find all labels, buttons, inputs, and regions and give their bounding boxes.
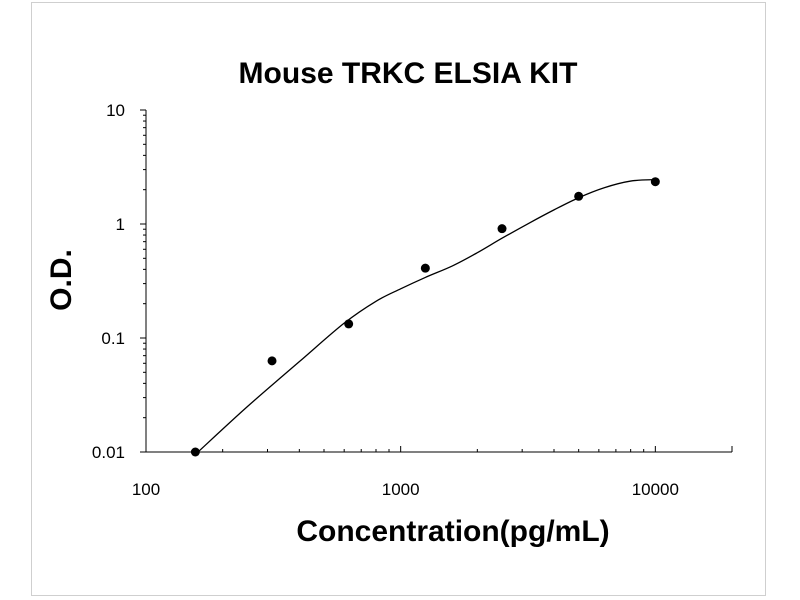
data-point xyxy=(344,319,354,329)
x-axis-title: Concentration(pg/mL) xyxy=(296,515,609,548)
y-tick-label: 10 xyxy=(106,101,125,120)
y-tick-label: 0.01 xyxy=(92,443,125,462)
x-tick-label: 1000 xyxy=(382,480,420,499)
x-tick-label: 10000 xyxy=(632,480,679,499)
fit-curve-line xyxy=(197,178,656,453)
data-point xyxy=(650,177,660,187)
y-axis-title: O.D. xyxy=(45,249,78,311)
axes xyxy=(145,110,732,453)
y-tick-label: 0.1 xyxy=(101,329,125,348)
data-point xyxy=(190,447,200,457)
x-tick-label: 100 xyxy=(132,480,160,499)
data-point xyxy=(420,263,430,273)
chart-frame xyxy=(31,2,766,596)
chart-title: Mouse TRKC ELSIA KIT xyxy=(239,57,578,90)
data-point xyxy=(267,356,277,366)
data-point xyxy=(497,224,507,234)
fit-curve-group xyxy=(197,178,656,453)
data-point xyxy=(574,191,584,201)
y-tick-label: 1 xyxy=(116,215,125,234)
ticks: 0.01 0.1 1 10 100 1000 10000 xyxy=(92,101,733,499)
data-points xyxy=(190,177,660,457)
